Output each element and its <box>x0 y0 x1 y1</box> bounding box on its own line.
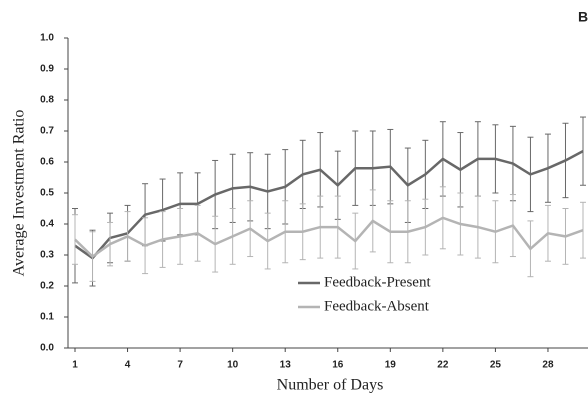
y-tick-label: 0.2 <box>40 281 54 292</box>
x-tick-label: 10 <box>227 360 239 371</box>
y-tick-label: 0.8 <box>40 95 54 106</box>
series-line <box>74 150 584 260</box>
y-axis-title: Average Investment Ratio <box>11 110 28 277</box>
x-tick-label: 22 <box>437 360 449 371</box>
y-tick-label: 0.3 <box>40 250 54 261</box>
y-tick-label: 0.4 <box>40 219 54 230</box>
y-tick-label: 0.5 <box>40 188 54 199</box>
x-tick-label: 25 <box>490 360 502 371</box>
y-tick-label: 1.0 <box>40 33 54 44</box>
x-tick-label: 4 <box>125 360 131 371</box>
y-tick-label: 0.7 <box>40 126 54 137</box>
y-tick-label: 0.1 <box>40 312 54 323</box>
x-tick-label: 1 <box>72 360 78 371</box>
y-tick-label: 0.6 <box>40 157 54 168</box>
series-line <box>74 216 584 259</box>
x-tick-label: 19 <box>385 360 397 371</box>
x-tick-label: 16 <box>332 360 344 371</box>
legend-label: Feedback-Absent <box>324 298 430 314</box>
x-tick-label: 7 <box>177 360 183 371</box>
x-axis-title: Number of Days <box>277 377 384 394</box>
panel-label: B <box>578 9 588 25</box>
x-tick-label: 28 <box>542 360 554 371</box>
y-tick-label: 0.9 <box>40 64 54 75</box>
legend-label: Feedback-Present <box>324 274 431 290</box>
x-tick-label: 13 <box>280 360 292 371</box>
y-tick-label: 0.0 <box>40 343 54 354</box>
